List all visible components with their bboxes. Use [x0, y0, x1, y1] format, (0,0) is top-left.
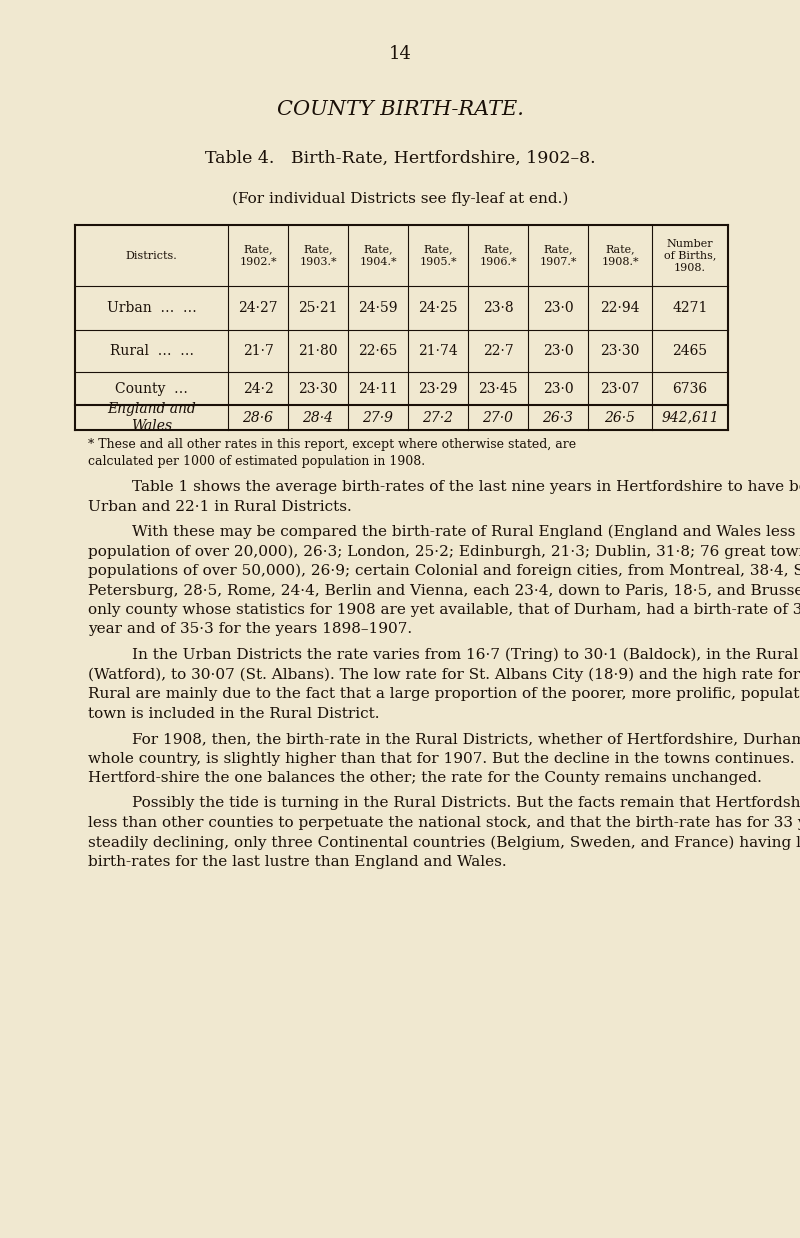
Text: Districts.: Districts. — [126, 250, 178, 260]
Text: 23·8: 23·8 — [482, 301, 514, 314]
Text: 21·80: 21·80 — [298, 344, 338, 358]
Text: 22·94: 22·94 — [600, 301, 640, 314]
Text: 23·45: 23·45 — [478, 381, 518, 395]
Text: County  …: County … — [115, 381, 188, 395]
Text: Possibly the tide is turning in the Rural Districts. But the facts remain that H: Possibly the tide is turning in the Rura… — [132, 796, 800, 811]
Text: population of over 20,000), 26·3; London, 25·2; Edinburgh, 21·3; Dublin, 31·8; 7: population of over 20,000), 26·3; London… — [88, 545, 800, 558]
Text: 24·27: 24·27 — [238, 301, 278, 314]
Text: 28·6: 28·6 — [242, 411, 274, 425]
Text: 25·21: 25·21 — [298, 301, 338, 314]
Text: 23·0: 23·0 — [542, 381, 574, 395]
Text: 24·25: 24·25 — [418, 301, 458, 314]
Text: town is included in the Rural District.: town is included in the Rural District. — [88, 707, 379, 721]
Text: 2465: 2465 — [673, 344, 707, 358]
Text: less than other counties to perpetuate the national stock, and that the birth-ra: less than other counties to perpetuate t… — [88, 816, 800, 829]
Text: Urban  …  …: Urban … … — [106, 301, 196, 314]
Text: 21·74: 21·74 — [418, 344, 458, 358]
Text: 27·2: 27·2 — [422, 411, 454, 425]
Text: Rate,
1906.*: Rate, 1906.* — [479, 244, 517, 266]
Text: Table 4.   Birth-Rate, Hertfordshire, 1902–8.: Table 4. Birth-Rate, Hertfordshire, 1902… — [205, 150, 595, 167]
Text: In the Urban Districts the rate varies from 16·7 (Tring) to 30·1 (Baldock), in t: In the Urban Districts the rate varies f… — [132, 647, 800, 662]
Text: 23·0: 23·0 — [542, 344, 574, 358]
Text: 23·0: 23·0 — [542, 301, 574, 314]
Text: 27·0: 27·0 — [482, 411, 514, 425]
Text: (Watford), to 30·07 (St. Albans). The low rate for St. Albans City (18·9) and th: (Watford), to 30·07 (St. Albans). The lo… — [88, 667, 800, 682]
Text: 22·7: 22·7 — [482, 344, 514, 358]
Text: 23·07: 23·07 — [600, 381, 640, 395]
Text: Rate,
1905.*: Rate, 1905.* — [419, 244, 457, 266]
Text: Rural are mainly due to the fact that a large proportion of the poorer, more pro: Rural are mainly due to the fact that a … — [88, 687, 800, 701]
Text: 26·5: 26·5 — [605, 411, 635, 425]
Text: Hertford-shire the one balances the other; the rate for the County remains uncha: Hertford-shire the one balances the othe… — [88, 771, 762, 785]
Text: England and
Wales: England and Wales — [107, 402, 196, 433]
Text: 24·59: 24·59 — [358, 301, 398, 314]
Text: Number
of Births,
1908.: Number of Births, 1908. — [664, 239, 716, 272]
Text: 14: 14 — [389, 45, 411, 63]
Text: COUNTY BIRTH-RATE.: COUNTY BIRTH-RATE. — [277, 100, 523, 119]
Text: 942,611: 942,611 — [661, 411, 719, 425]
Text: 24·11: 24·11 — [358, 381, 398, 395]
Text: 26·3: 26·3 — [542, 411, 574, 425]
Text: For 1908, then, the birth-rate in the Rural Districts, whether of Hertfordshire,: For 1908, then, the birth-rate in the Ru… — [132, 732, 800, 747]
Text: Rural  …  …: Rural … … — [110, 344, 194, 358]
Text: Rate,
1903.*: Rate, 1903.* — [299, 244, 337, 266]
Text: With these may be compared the birth-rate of Rural England (England and Wales le: With these may be compared the birth-rat… — [132, 525, 800, 540]
Text: whole country, is slightly higher than that for 1907. But the decline in the tow: whole country, is slightly higher than t… — [88, 751, 800, 765]
Text: 21·7: 21·7 — [242, 344, 274, 358]
Text: Urban and 22·1 in Rural Districts.: Urban and 22·1 in Rural Districts. — [88, 499, 352, 514]
Text: Rate,
1904.*: Rate, 1904.* — [359, 244, 397, 266]
Text: Rate,
1907.*: Rate, 1907.* — [539, 244, 577, 266]
Text: 23·29: 23·29 — [418, 381, 458, 395]
Text: steadily declining, only three Continental countries (Belgium, Sweden, and Franc: steadily declining, only three Continent… — [88, 836, 800, 851]
Text: Rate,
1908.*: Rate, 1908.* — [601, 244, 639, 266]
Text: populations of over 50,000), 26·9; certain Colonial and foreign cities, from Mon: populations of over 50,000), 26·9; certa… — [88, 565, 800, 578]
Text: * These and all other rates in this report, except where otherwise stated, are: * These and all other rates in this repo… — [88, 438, 576, 451]
Text: only county whose statistics for 1908 are yet available, that of Durham, had a b: only county whose statistics for 1908 ar… — [88, 603, 800, 617]
Text: 4271: 4271 — [672, 301, 708, 314]
Text: Rate,
1902.*: Rate, 1902.* — [239, 244, 277, 266]
Text: 22·65: 22·65 — [358, 344, 398, 358]
Text: 23·30: 23·30 — [600, 344, 640, 358]
Text: year and of 35·3 for the years 1898–1907.: year and of 35·3 for the years 1898–1907… — [88, 623, 412, 636]
Text: (For individual Districts see fly-leaf at end.): (For individual Districts see fly-leaf a… — [232, 192, 568, 207]
Text: 6736: 6736 — [673, 381, 707, 395]
Text: 28·4: 28·4 — [302, 411, 334, 425]
Text: Table 1 shows the average birth-rates of the last nine years in Hertfordshire to: Table 1 shows the average birth-rates of… — [132, 480, 800, 494]
Text: birth-rates for the last lustre than England and Wales.: birth-rates for the last lustre than Eng… — [88, 855, 506, 869]
Text: 24·2: 24·2 — [242, 381, 274, 395]
Text: calculated per 1000 of estimated population in 1908.: calculated per 1000 of estimated populat… — [88, 456, 425, 468]
Text: Petersburg, 28·5, Rome, 24·4, Berlin and Vienna, each 23·4, down to Paris, 18·5,: Petersburg, 28·5, Rome, 24·4, Berlin and… — [88, 583, 800, 598]
Text: 23·30: 23·30 — [298, 381, 338, 395]
Text: 27·9: 27·9 — [362, 411, 394, 425]
